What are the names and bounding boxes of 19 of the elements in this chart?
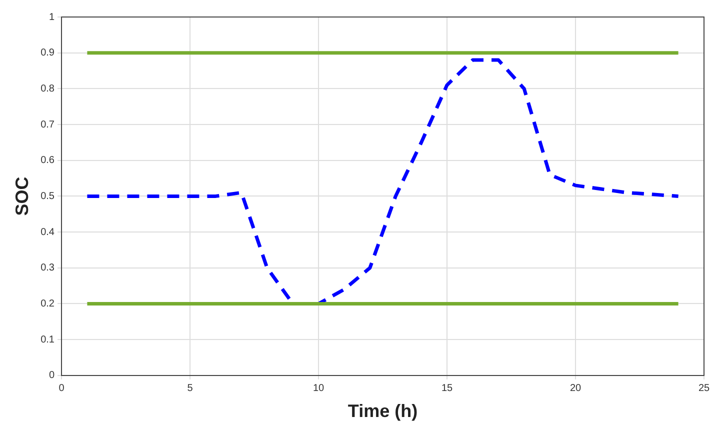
y-tick-label: 0 (48, 370, 55, 382)
y-axis-title: SOC (12, 176, 32, 216)
x-tick-label: 0 (58, 383, 65, 394)
y-tick-label: 0.4 (40, 226, 55, 238)
y-tick-label: 0.6 (40, 155, 55, 166)
y-tick-label: 0.1 (40, 334, 55, 346)
y-tick-label: 0.9 (40, 48, 55, 59)
y-tick-label: 0.8 (40, 83, 55, 94)
x-tick-label: 15 (441, 383, 453, 394)
y-tick-label: 0.5 (40, 190, 55, 202)
x-tick-label: 5 (187, 383, 194, 394)
x-tick-label: 10 (312, 383, 324, 394)
x-tick-label: 25 (698, 383, 710, 394)
x-axis-title: Time (h) (348, 401, 418, 422)
y-tick-label: 1 (48, 12, 55, 23)
y-tick-label: 0.7 (40, 119, 55, 130)
y-tick-label: 0.2 (40, 298, 55, 310)
y-tick-label: 0.3 (40, 262, 55, 274)
x-tick-label: 20 (570, 383, 582, 394)
